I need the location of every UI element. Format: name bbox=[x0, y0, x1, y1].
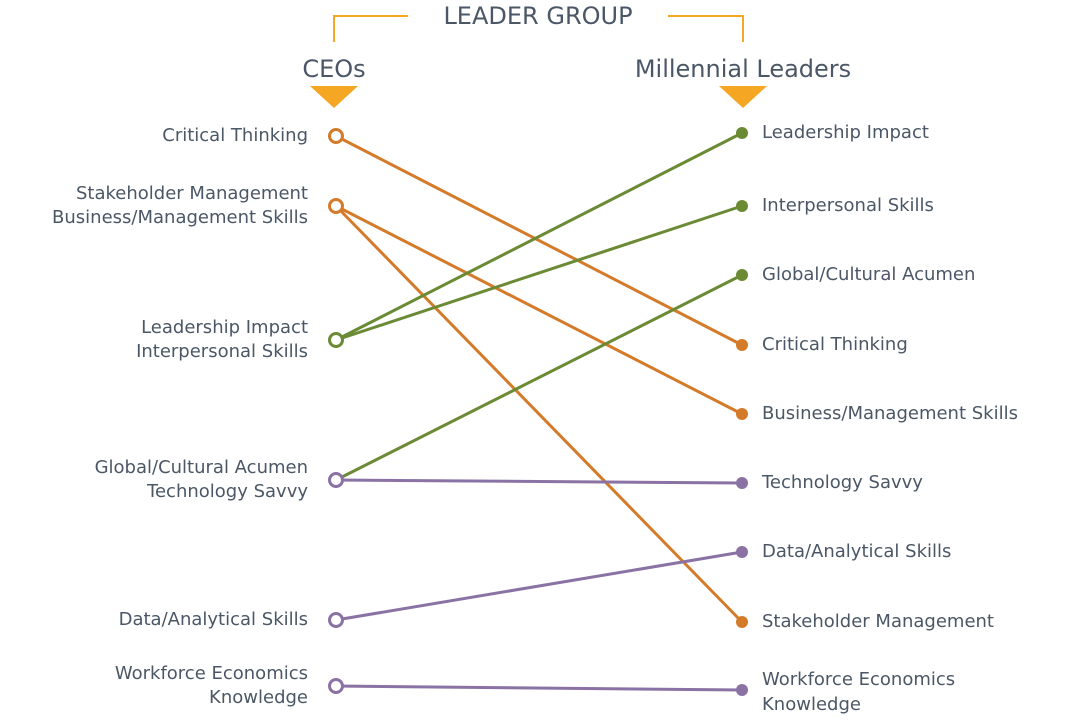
node-label: Business/Management Skills bbox=[762, 403, 1018, 424]
node-marker bbox=[736, 200, 748, 212]
node-marker bbox=[328, 128, 344, 144]
node-marker bbox=[736, 127, 748, 139]
node-marker bbox=[736, 339, 748, 351]
edge bbox=[335, 204, 743, 416]
edges bbox=[334, 131, 744, 692]
column-title: CEOs bbox=[302, 55, 365, 83]
node-label: Technology Savvy bbox=[146, 481, 308, 502]
node-marker bbox=[328, 612, 344, 628]
node-label: Global/Cultural Acumen bbox=[95, 457, 308, 478]
node-marker bbox=[328, 198, 344, 214]
node-label: Critical Thinking bbox=[762, 334, 908, 355]
node-label: Technology Savvy bbox=[761, 472, 923, 493]
node-marker bbox=[328, 472, 344, 488]
edge bbox=[335, 131, 743, 342]
node-label: Critical Thinking bbox=[162, 125, 308, 146]
edge bbox=[335, 204, 743, 342]
edge bbox=[334, 204, 744, 624]
node-label: Stakeholder Management bbox=[762, 611, 994, 632]
node-label: Business/Management Skills bbox=[52, 207, 308, 228]
node-label: Data/Analytical Skills bbox=[762, 541, 951, 562]
edge bbox=[335, 478, 743, 485]
node-label: Knowledge bbox=[762, 694, 861, 715]
nodes: Critical Thinking Stakeholder Management B… bbox=[52, 122, 1018, 715]
node-label: Interpersonal Skills bbox=[762, 195, 934, 216]
node-label: Stakeholder Management bbox=[76, 183, 308, 204]
node-label: Interpersonal Skills bbox=[136, 341, 308, 362]
node-label: Workforce Economics bbox=[115, 663, 308, 684]
node-marker bbox=[328, 332, 344, 348]
edge bbox=[335, 273, 743, 482]
node-marker bbox=[736, 684, 748, 696]
node-label: Workforce Economics bbox=[762, 669, 955, 690]
node-label: Data/Analytical Skills bbox=[119, 609, 308, 630]
node-marker bbox=[328, 678, 344, 694]
node-label: Leadership Impact bbox=[762, 122, 929, 143]
bracket bbox=[333, 15, 408, 42]
node-label: Leadership Impact bbox=[141, 317, 308, 338]
arrow bbox=[719, 86, 767, 108]
node-label: Knowledge bbox=[209, 687, 308, 708]
edge bbox=[335, 550, 743, 622]
column-title: Millennial Leaders bbox=[635, 55, 851, 83]
node-marker bbox=[736, 616, 748, 628]
header-title: LEADER GROUP bbox=[443, 2, 632, 30]
arrow bbox=[310, 86, 358, 108]
node-marker bbox=[736, 269, 748, 281]
bracket bbox=[668, 15, 744, 42]
node-marker bbox=[736, 546, 748, 558]
node-label: Global/Cultural Acumen bbox=[762, 264, 975, 285]
node-marker bbox=[736, 477, 748, 489]
node-marker bbox=[736, 408, 748, 420]
edge bbox=[335, 684, 743, 692]
edge bbox=[335, 134, 743, 347]
